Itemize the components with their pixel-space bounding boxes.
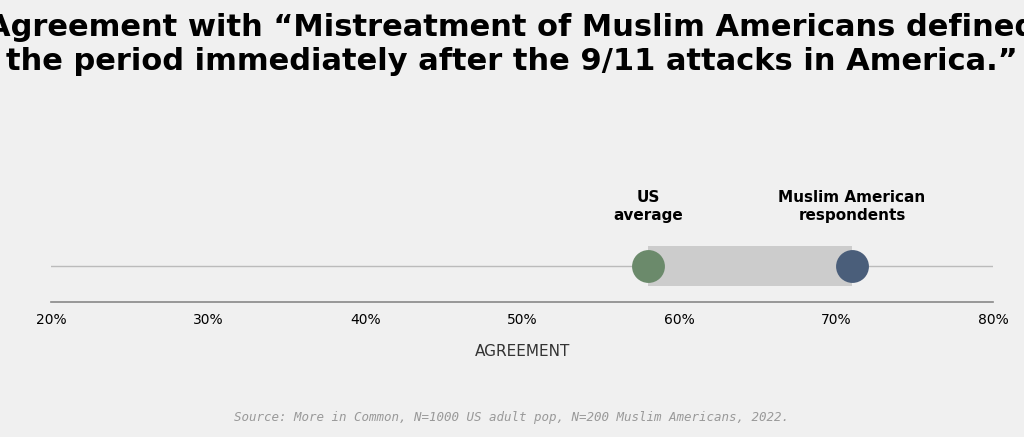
X-axis label: AGREEMENT: AGREEMENT <box>474 344 570 359</box>
Point <box>844 263 860 270</box>
Bar <box>648 246 852 286</box>
Text: Muslim American
respondents: Muslim American respondents <box>778 190 926 223</box>
Text: Source: More in Common, N=1000 US adult pop, N=200 Muslim Americans, 2022.: Source: More in Common, N=1000 US adult … <box>234 411 790 424</box>
Text: Agreement with “Mistreatment of Muslim Americans defined
the period immediately : Agreement with “Mistreatment of Muslim A… <box>0 13 1024 76</box>
Point <box>640 263 656 270</box>
Text: US
average: US average <box>613 190 683 223</box>
